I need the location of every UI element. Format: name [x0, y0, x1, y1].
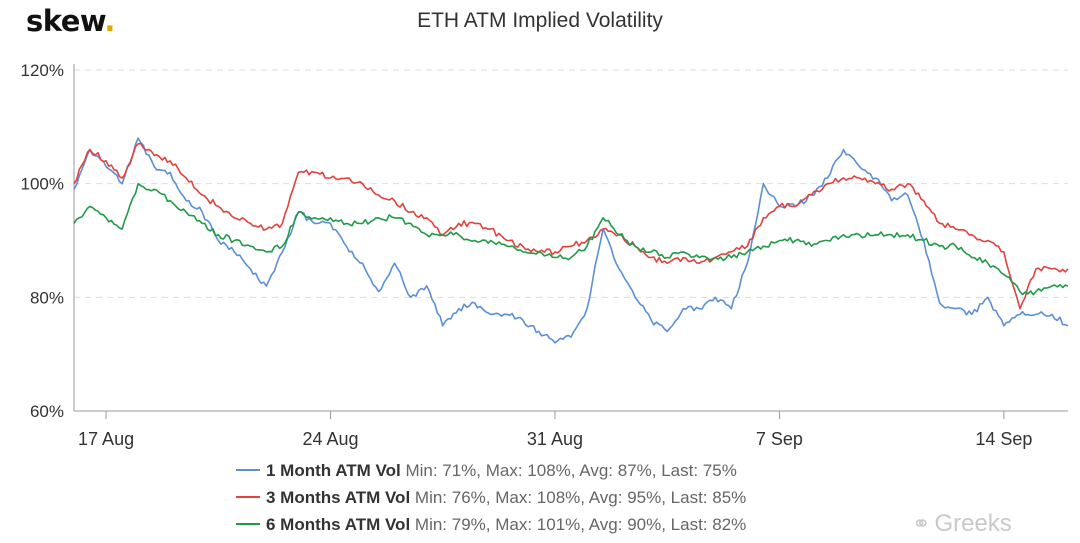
logo-dot: . — [104, 4, 115, 38]
legend-series-stats: Min: 79%, Max: 101%, Avg: 90%, Last: 82% — [415, 515, 746, 534]
legend-series-name: 6 Months ATM Vol — [266, 515, 415, 534]
series-line-3 — [73, 182, 1069, 296]
legend-series-stats: Min: 76%, Max: 108%, Avg: 95%, Last: 85% — [415, 488, 746, 507]
series-lines — [73, 137, 1069, 344]
x-tick-label: 31 Aug — [527, 429, 583, 449]
logo-text: skew — [26, 4, 105, 38]
axes: 60% 80% 100% 120% 17 Aug 24 Aug 31 Aug 7 Sep 14 … — [21, 61, 1068, 449]
skew-logo: skew. — [26, 4, 115, 38]
watermark-text: Greeks — [934, 510, 1012, 537]
legend-series-stats: Min: 71%, Max: 108%, Avg: 87%, Last: 75% — [405, 461, 736, 480]
chart-title: ETH ATM Implied Volatility — [417, 9, 663, 32]
legend: 1 Month ATM Vol Min: 71%, Max: 108%, Avg… — [236, 461, 746, 534]
series-line-2 — [73, 142, 1069, 310]
wechat-icon: ⚭ — [912, 511, 931, 536]
x-tick-label: 17 Aug — [78, 429, 134, 449]
legend-item: 1 Month ATM Vol Min: 71%, Max: 108%, Avg… — [266, 461, 737, 480]
x-tick-label: 14 Sep — [975, 429, 1032, 449]
series-line-1 — [73, 137, 1069, 344]
legend-series-name: 1 Month ATM Vol — [266, 461, 405, 480]
wechat-watermark: ⚭ Greeks — [912, 510, 1012, 538]
grid-lines — [74, 69, 1068, 298]
x-tick-label: 24 Aug — [302, 429, 358, 449]
y-tick-label: 120% — [21, 61, 64, 80]
x-tick-label: 7 Sep — [756, 429, 803, 449]
legend-item: 6 Months ATM Vol Min: 79%, Max: 101%, Av… — [266, 515, 746, 534]
y-tick-label: 100% — [21, 175, 64, 194]
y-tick-label: 60% — [30, 402, 64, 421]
legend-series-name: 3 Months ATM Vol — [266, 488, 415, 507]
y-tick-label: 80% — [30, 288, 64, 307]
legend-item: 3 Months ATM Vol Min: 76%, Max: 108%, Av… — [266, 488, 746, 507]
